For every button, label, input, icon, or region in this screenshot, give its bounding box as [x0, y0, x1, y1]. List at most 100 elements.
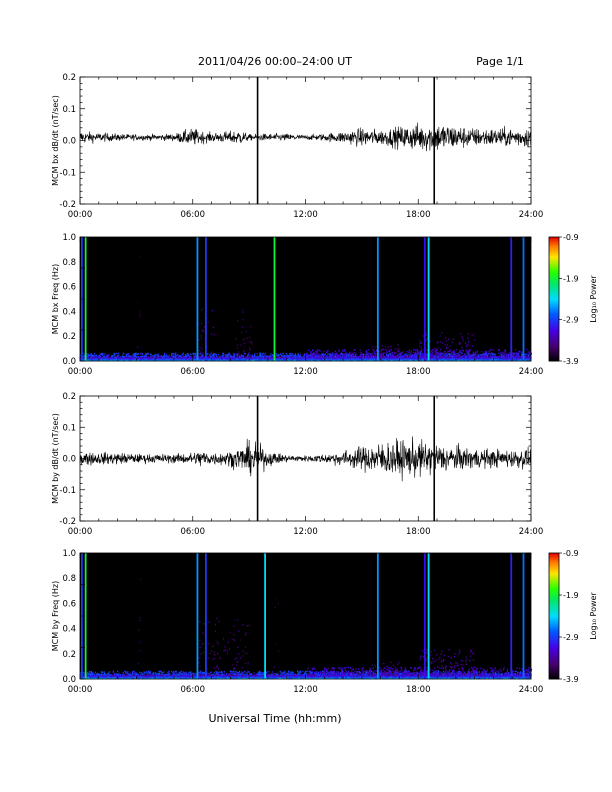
heatmap-cell — [484, 675, 487, 678]
heatmap-cell — [387, 670, 389, 672]
heatmap-cell — [244, 353, 246, 355]
heatmap-cell — [343, 353, 345, 355]
heatmap-cell — [334, 672, 336, 675]
heatmap-cell — [177, 356, 180, 359]
heatmap-cell — [417, 349, 419, 351]
heatmap-cell — [87, 353, 89, 356]
heatmap-cell — [228, 358, 231, 360]
heatmap-cell — [184, 356, 186, 358]
heatmap-cell — [525, 675, 528, 678]
heatmap-cell — [393, 671, 395, 674]
heatmap-cell — [438, 358, 442, 360]
heatmap-cell — [440, 677, 443, 680]
heatmap-cell — [517, 358, 521, 360]
heatmap-cell — [458, 653, 460, 655]
heatmap-cell — [200, 356, 203, 359]
heatmap-cell — [248, 352, 250, 354]
heatmap-cell — [243, 338, 245, 341]
heatmap-cell — [397, 343, 399, 346]
heatmap-cell — [244, 646, 247, 648]
heatmap-cell — [246, 674, 248, 676]
heatmap-cell — [425, 339, 427, 341]
heatmap-cell — [502, 355, 504, 357]
heatmap-cell — [206, 671, 208, 673]
heatmap-cell — [134, 353, 136, 355]
heatmap-cell — [238, 672, 240, 674]
heatmap-cell — [418, 358, 421, 360]
heatmap-cell — [437, 358, 440, 360]
heatmap-cell — [485, 672, 487, 675]
heatmap-cell — [117, 674, 119, 676]
colorbar-cell — [549, 258, 559, 261]
heatmap-cell — [426, 349, 428, 351]
heatmap-cell — [340, 671, 343, 673]
heatmap-cell — [386, 665, 388, 667]
heatmap-cell — [139, 314, 141, 316]
heatmap-cell — [434, 670, 436, 672]
heatmap-cell — [202, 359, 205, 362]
heatmap-cell — [227, 674, 229, 676]
heatmap-cell — [491, 356, 494, 359]
heatmap-cell — [297, 670, 299, 673]
heatmap-cell — [212, 673, 214, 675]
heatmap-cell — [328, 677, 331, 680]
colorbar-cell — [549, 274, 559, 277]
heatmap-cell — [429, 677, 432, 680]
heatmap-cell — [236, 353, 238, 355]
heatmap-cell — [220, 677, 224, 680]
x-tick-label: 00:00 — [68, 367, 93, 377]
heatmap-cell — [201, 671, 203, 674]
heatmap-cell — [366, 355, 368, 357]
heatmap-cell — [344, 674, 346, 676]
heatmap-cell — [260, 359, 263, 362]
heatmap-cell — [241, 673, 243, 675]
heatmap-cell — [158, 675, 162, 678]
x-tick-label: 18:00 — [406, 367, 431, 377]
heatmap-cell — [445, 353, 447, 355]
heatmap-cell — [381, 352, 383, 354]
heatmap-cell — [153, 674, 156, 677]
heatmap-cell — [89, 358, 92, 360]
heatmap-cell — [468, 675, 472, 678]
heatmap-cell — [406, 351, 408, 353]
heatmap-cell — [483, 669, 485, 671]
heatmap-cell — [487, 675, 490, 678]
heatmap-cell — [203, 674, 205, 676]
heatmap-cell — [385, 350, 388, 353]
heatmap-cell — [444, 674, 447, 677]
heatmap-cell — [500, 356, 504, 359]
heatmap-cell — [354, 675, 357, 678]
heatmap-cell — [521, 673, 523, 675]
heatmap-cell — [515, 670, 517, 673]
heatmap-cell — [299, 359, 303, 362]
heatmap-cell — [468, 677, 472, 680]
heatmap-cell — [382, 358, 385, 360]
heatmap-cell — [332, 673, 334, 675]
heatmap-cell — [440, 653, 442, 655]
colorbar-cell — [549, 277, 559, 280]
heatmap-cell — [444, 670, 446, 673]
heatmap-cell — [391, 358, 395, 360]
heatmap-cell — [162, 359, 165, 362]
heatmap-cell — [467, 359, 470, 362]
heatmap-cell — [147, 674, 150, 677]
heatmap-cell — [365, 677, 368, 680]
heatmap-cell — [467, 675, 470, 678]
heatmap-cell — [143, 358, 147, 360]
heatmap-cell — [386, 675, 389, 678]
heatmap-cell — [426, 669, 429, 671]
heatmap-cell — [327, 349, 329, 352]
heatmap-cell — [508, 673, 510, 675]
heatmap-cell — [461, 346, 463, 349]
heatmap-cell — [343, 350, 345, 353]
heatmap-cell — [481, 356, 483, 358]
heatmap-cell — [300, 356, 302, 358]
heatmap-cell — [213, 651, 215, 653]
heatmap-cell — [268, 673, 270, 676]
heatmap-cell — [465, 675, 468, 678]
heatmap-cell — [227, 354, 229, 357]
heatmap-cell — [382, 677, 385, 680]
heatmap-cell — [255, 673, 258, 675]
heatmap-cell — [237, 661, 239, 663]
